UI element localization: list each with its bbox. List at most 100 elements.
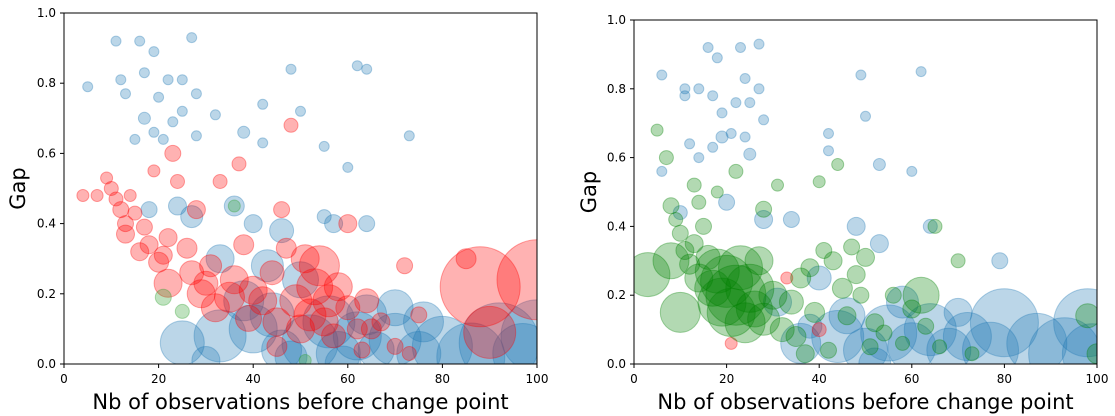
x-tick-right: 80 [997, 364, 1012, 386]
scatter-point [671, 224, 689, 242]
y-axis-title-right: Gap [577, 171, 601, 213]
x-tick-label: 0 [630, 372, 638, 386]
scatter-point [679, 253, 701, 275]
scatter-point [148, 251, 170, 273]
scatter-point [134, 35, 146, 47]
scatter-point [718, 193, 736, 211]
scatter-point [1075, 303, 1097, 329]
scatter-point [112, 201, 130, 219]
y-tick-label: 0.4 [607, 219, 626, 233]
scatter-point [116, 224, 135, 244]
scatter-point [782, 211, 800, 228]
scatter-point [684, 263, 714, 293]
scatter-point [658, 150, 674, 166]
x-axis-title-right: Nb of observations before change point [657, 390, 1073, 414]
y-tick-label: 0.8 [37, 76, 56, 90]
scatter-point [168, 196, 187, 216]
scatter-point [135, 218, 153, 236]
scatter-point [684, 234, 704, 254]
scatter-point [228, 304, 278, 354]
scatter-point [724, 336, 738, 350]
scatter-point [744, 246, 774, 276]
scatter-point [309, 307, 339, 337]
scatter-point [176, 74, 188, 86]
scatter-point [167, 116, 179, 128]
scatter-point [130, 242, 150, 262]
scatter-point [212, 174, 228, 189]
y-tick-label: 1.0 [37, 6, 56, 20]
scatter-point [694, 269, 732, 307]
scatter-point [396, 257, 414, 275]
scatter-point [694, 248, 740, 294]
scatter-point [915, 66, 927, 78]
scatter-point [214, 281, 245, 313]
scatter-point [634, 252, 671, 298]
scatter-point [250, 249, 284, 283]
scatter-point [209, 109, 221, 121]
scatter-point [823, 145, 834, 157]
x-tick-left: 80 [435, 364, 450, 386]
scatter-point [139, 235, 159, 255]
scatter-point [679, 90, 691, 102]
x-tick-right: 60 [904, 364, 919, 386]
scatter-point [656, 165, 668, 177]
scatter-point [895, 335, 910, 351]
scatter-point [887, 322, 937, 364]
scatter-point [257, 98, 269, 110]
scatter-point [860, 304, 918, 362]
scatter-point [153, 245, 173, 265]
scatter-point [162, 74, 174, 86]
scatter-point [730, 97, 742, 109]
y-tick-label: 0.6 [607, 151, 626, 165]
scatter-point [969, 288, 1039, 358]
y-tick-right: 0.2 [607, 288, 634, 302]
scatter-point [652, 242, 690, 280]
scatter-point [771, 178, 784, 192]
scatter-point [1053, 288, 1097, 358]
x-tick-label: 40 [246, 372, 261, 386]
scatter-point [233, 234, 255, 256]
scatter-point [127, 205, 143, 221]
scatter-point [315, 331, 361, 364]
y-tick-label: 0.4 [37, 217, 56, 231]
scatter-point [650, 123, 664, 137]
scatter-point [137, 111, 151, 125]
scatter-point [205, 244, 235, 274]
scatter-point [157, 133, 169, 145]
scatter-point [804, 301, 826, 323]
chart-right: 0 20 40 60 80 100 0.0 0.2 0.4 0.6 0.8 1.… [577, 13, 1108, 414]
scatter-point [237, 125, 251, 139]
scatter-point [186, 32, 198, 44]
scatter-point [403, 301, 444, 343]
scatter-point [312, 284, 346, 318]
x-tick-left: 100 [526, 364, 548, 386]
scatter-point [411, 315, 473, 364]
scatter-point [806, 265, 832, 291]
scatter-point [396, 331, 442, 364]
scatter-point [693, 83, 705, 95]
scatter-point [831, 277, 853, 299]
scatter-point [715, 130, 729, 144]
scatter-point [922, 218, 938, 234]
scatter-point [193, 309, 247, 363]
scatter-point [90, 189, 104, 202]
y-tick-label: 0.0 [607, 357, 626, 371]
y-tick-left: 0.4 [37, 217, 64, 231]
scatter-point [684, 138, 696, 150]
scatter-point [861, 338, 879, 356]
scatter-point [148, 46, 160, 58]
scatter-point [439, 246, 521, 328]
scatter-point [324, 345, 362, 364]
scatter-point [281, 314, 339, 364]
scatter-point [342, 161, 354, 173]
scatter-point [115, 74, 127, 86]
x-tick-left: 40 [246, 364, 261, 386]
y-axis-right: 0.0 0.2 0.4 0.6 0.8 1.0 [607, 13, 634, 371]
x-tick-right: 20 [719, 364, 734, 386]
scatter-point [231, 156, 247, 172]
scatter-point [360, 318, 382, 340]
scatter-point [711, 52, 723, 64]
scatter-point [275, 237, 297, 259]
scatter-point [837, 306, 857, 326]
scatter-point [361, 63, 373, 75]
